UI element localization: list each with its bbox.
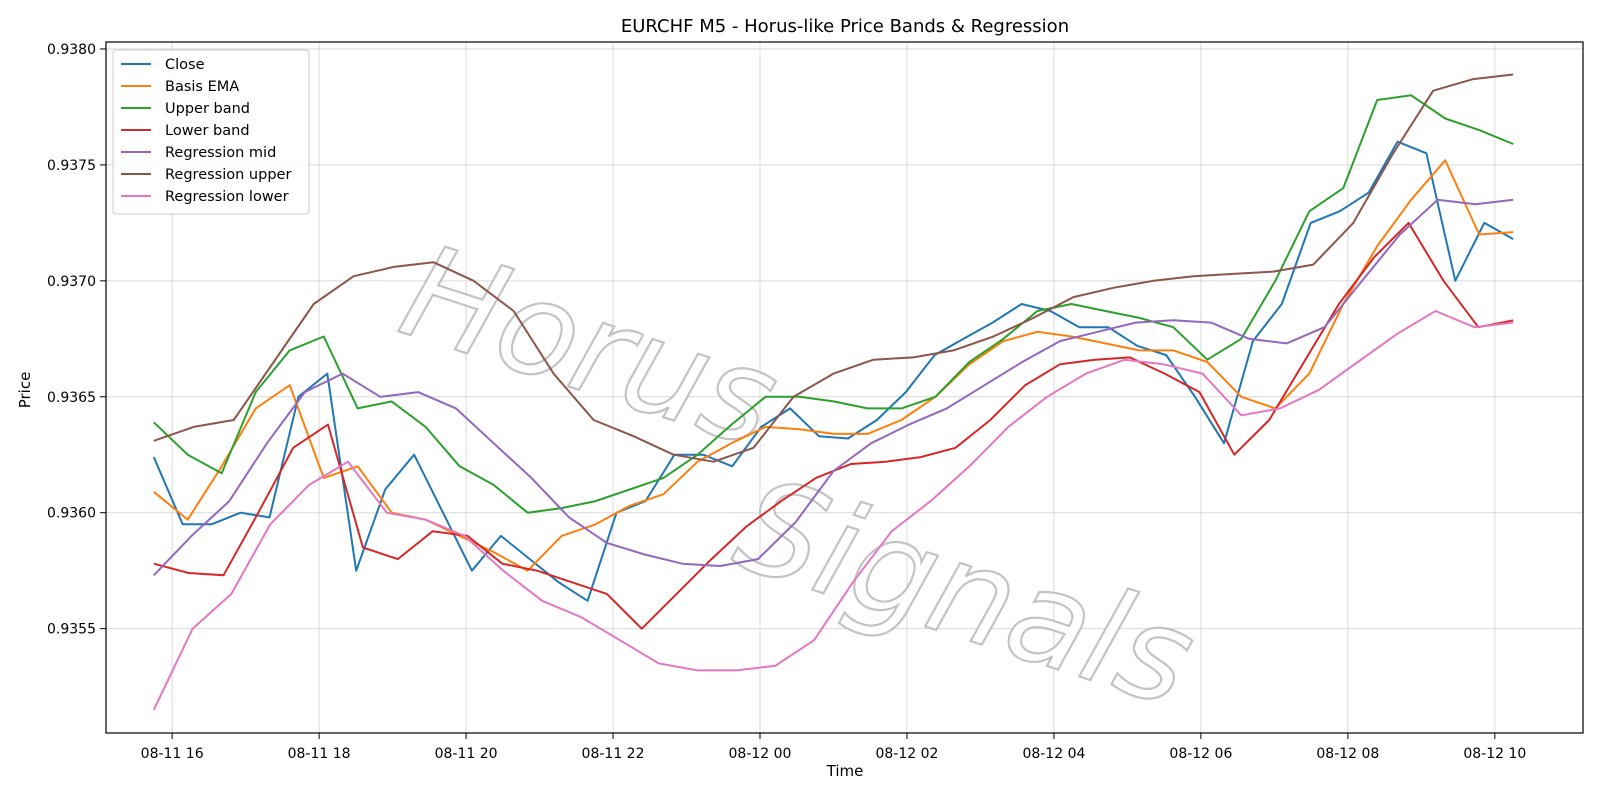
legend-label: Basis EMA	[165, 79, 239, 95]
x-tick-label: 08-11 22	[582, 746, 645, 762]
x-tick-label: 08-12 10	[1463, 746, 1526, 762]
series-line-upper-band	[153, 94, 1514, 514]
legend-label: Upper band	[165, 101, 250, 117]
series-line-regression-mid	[153, 198, 1514, 576]
x-tick-label: 08-11 18	[288, 746, 351, 762]
chart-title: EURCHF M5 - Horus-like Price Bands & Reg…	[621, 16, 1069, 37]
watermark-line: Horus	[385, 215, 794, 477]
series-line-regression-lower	[152, 310, 1514, 711]
y-tick-label: 0.9360	[47, 506, 96, 522]
watermark-text: HorusSignals	[349, 215, 1248, 737]
y-tick-label: 0.9370	[47, 274, 96, 290]
y-tick-label: 0.9375	[47, 158, 96, 174]
series-line-basis-ema	[153, 159, 1514, 572]
x-axis-label: Time	[826, 762, 864, 780]
series-line-regression-upper	[153, 73, 1514, 463]
y-tick-label: 0.9365	[47, 390, 96, 406]
y-tick-label: 0.9380	[47, 42, 96, 58]
legend-label: Regression upper	[165, 167, 291, 183]
x-tick-label: 08-12 02	[875, 746, 938, 762]
legend: Close Basis EMA Upper band Lower band Regres…	[112, 49, 310, 215]
legend-label: Regression mid	[165, 145, 276, 161]
plot-area: 08-11 16 08-11 18 08-11 20 08-11 22 08-12 00…	[47, 41, 1584, 762]
legend-label: Close	[165, 57, 205, 73]
y-axis-label: Price	[16, 372, 34, 409]
x-tick-label: 08-11 16	[141, 746, 204, 762]
x-tick-label: 08-11 20	[435, 746, 498, 762]
watermark-line: Signals	[720, 448, 1211, 737]
x-tick-label: 08-12 00	[729, 746, 792, 762]
legend-label: Regression lower	[165, 189, 289, 205]
legend-label: Lower band	[165, 123, 250, 139]
x-tick-label: 08-12 04	[1022, 746, 1085, 762]
plot-frame	[105, 41, 1584, 734]
x-tick-label: 08-12 06	[1169, 746, 1232, 762]
x-tick-label: 08-12 08	[1316, 746, 1379, 762]
legend-box	[112, 49, 310, 215]
y-tick-label: 0.9355	[47, 622, 96, 638]
